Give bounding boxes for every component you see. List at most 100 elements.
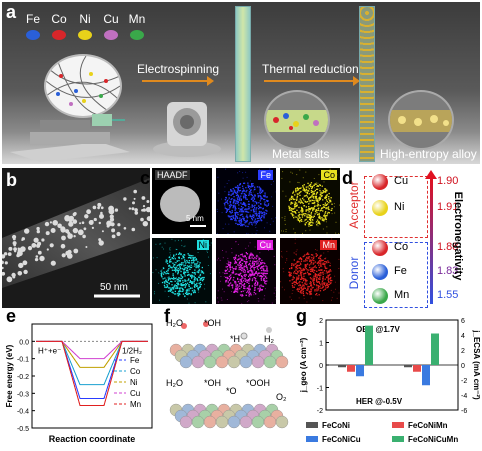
nanoparticle: [36, 226, 40, 231]
nanoparticle: [92, 205, 97, 210]
species-label: *O: [226, 386, 237, 396]
nanoparticle: [132, 201, 135, 205]
element-ball-mn: [372, 288, 388, 304]
alloy-svg: [390, 110, 452, 132]
slab-atom: [203, 415, 217, 429]
nanoparticle: [44, 221, 50, 227]
legend-swatch-feconicu: [306, 436, 318, 442]
nanoparticle: [22, 260, 28, 266]
nanoparticle: [2, 260, 4, 265]
nanoparticle: [108, 208, 115, 215]
y2-tick-label: -2: [461, 378, 467, 385]
step-electrospinning: Electrospinning: [137, 62, 220, 76]
current-density-chart: 2 1 0 -1 -2 6 4 2 0 -2 -4 -6 j_geo (A cm⁻²) j_ECSA (m…: [299, 318, 480, 444]
slab-atom: [227, 355, 241, 369]
legend-label-cu: Cu: [130, 389, 140, 398]
eds-map-label: HAADF: [155, 170, 190, 180]
nanoparticle: [2, 254, 6, 259]
series-connector-co: [61, 341, 123, 385]
legend-swatch-feconicumn: [392, 436, 404, 442]
nanoparticle: [16, 253, 20, 258]
panel-g: g 2 1 0 -1 -2 6 4 2 0 -2 -4 -6 j_geo (A cm⁻²) j_ECSA …: [296, 306, 480, 450]
left-state-label: H⁺+e⁻: [38, 346, 61, 355]
nanoparticle: [99, 213, 104, 219]
nanoparticle: [101, 230, 104, 233]
right-state-label: 1/2H₂: [122, 346, 142, 355]
slab-atom: [275, 415, 289, 429]
legend-label-co: Co: [130, 367, 141, 376]
adsorbate-oh: [203, 321, 209, 327]
arrow-electrospinning: [142, 76, 214, 86]
panel-label-c: c: [140, 168, 151, 188]
nanoparticle: [131, 207, 135, 211]
element-droplet-cu: [104, 30, 118, 40]
nanoparticle: [27, 246, 33, 251]
series-connector-ni: [61, 341, 123, 368]
legend-label-fe: Fe: [130, 356, 140, 365]
nanoparticle: [8, 246, 13, 251]
slab-atom: [263, 415, 277, 429]
eds-map-label: Mn: [320, 240, 337, 250]
slab-atom: [179, 355, 193, 369]
series-line-mn: [36, 340, 148, 406]
nanoparticle: [123, 197, 127, 201]
nanoparticle: [41, 238, 45, 242]
nanoparticle: [106, 220, 112, 227]
nanoparticle: [21, 237, 25, 241]
element-droplet-co: [52, 30, 66, 40]
element-symbol-ni: Ni: [79, 12, 91, 26]
acceptor-label: Acceptor: [347, 181, 361, 229]
nanoparticle: [131, 227, 136, 232]
scale-bar-label-b: 50 nm: [100, 282, 128, 293]
panel-c: c HAADF 5 nm Fe Co Ni Cu Mn: [140, 168, 342, 308]
nanoparticle: [72, 227, 79, 234]
nanoparticle: [72, 219, 78, 224]
plot-frame: [31, 323, 153, 429]
nanoparticle: [97, 202, 102, 207]
nanoparticle: [39, 255, 45, 262]
h2-molecule: [266, 327, 272, 333]
nanoparticle: [109, 217, 115, 222]
nanoparticle: [81, 221, 85, 224]
electronegativity-value-ni: 1.91: [437, 201, 459, 213]
bar-feconicu: [356, 365, 364, 377]
nanoparticle: [109, 214, 114, 219]
metal-salts-svg: [266, 110, 328, 132]
species-label: *OH: [204, 318, 222, 328]
eds-map-haadf: HAADF 5 nm: [152, 168, 212, 234]
element-symbol-co: Co: [51, 12, 67, 26]
acceptor-box: [364, 176, 428, 238]
nanoparticle: [73, 235, 76, 238]
nanoparticle: [117, 223, 121, 227]
nanoparticle: [34, 258, 39, 262]
eds-map-fe: Fe: [216, 168, 277, 235]
bar-feconi: [404, 365, 412, 368]
nanoparticle: [91, 220, 94, 223]
species-label: O₂: [276, 392, 287, 402]
nanoparticle: [100, 211, 103, 215]
electronegativity-value-co: 1.88: [437, 241, 459, 253]
nanoparticle: [77, 229, 84, 236]
legend-label-feconi: FeCoNi: [322, 421, 350, 430]
nanoparticle: [57, 223, 62, 229]
legend-label-feconicumn: FeCoNiCuMn: [408, 435, 458, 444]
eds-map-label: Ni: [196, 240, 209, 250]
bar-feconimn: [413, 365, 421, 372]
nanoparticle: [141, 196, 146, 200]
nanoparticle: [7, 252, 12, 256]
nanoparticle: [134, 208, 138, 212]
fiber-strand-1: [235, 6, 251, 162]
legend-label-feconimn: FeCoNiMn: [408, 421, 448, 430]
y-tick-label: -1: [317, 386, 323, 393]
nanoparticle: [114, 208, 119, 212]
nanoparticle: [65, 250, 71, 256]
nanoparticle: [46, 248, 49, 251]
species-label: H₂: [264, 334, 274, 344]
element-symbol-mn: Mn: [128, 12, 146, 26]
nanoparticle: [33, 237, 39, 243]
nanoparticle: [49, 221, 53, 224]
y-tick-label: -0.1: [17, 357, 29, 364]
species-label: *OOH: [246, 378, 271, 388]
species-label: *OH: [204, 378, 222, 388]
nanoparticle: [13, 243, 16, 247]
